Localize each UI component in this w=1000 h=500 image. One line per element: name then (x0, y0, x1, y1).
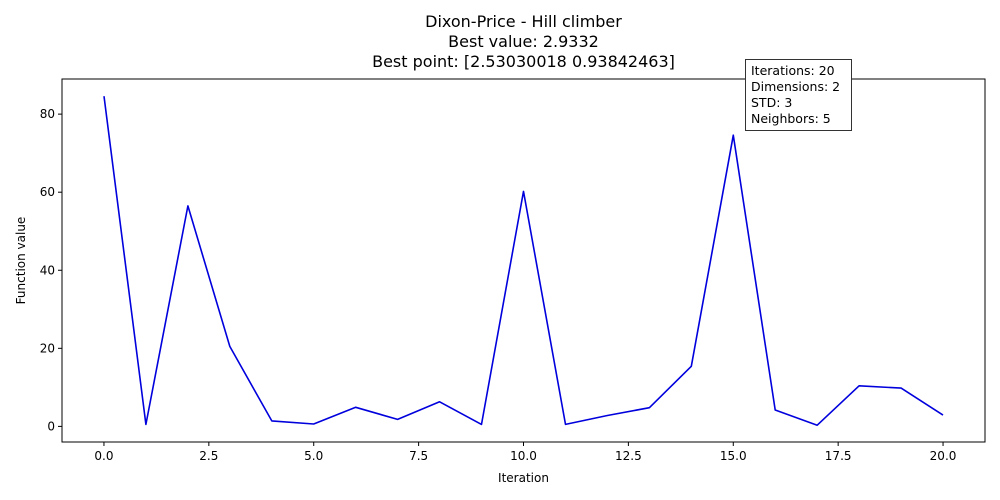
parameters-box: Iterations: 20 Dimensions: 2 STD: 3 Neig… (745, 59, 852, 131)
y-tick-label: 0 (47, 419, 55, 433)
x-tick-label: 7.5 (409, 449, 428, 463)
function-value-line (103, 96, 944, 427)
x-axis-label: Iteration (498, 471, 549, 485)
y-tick-label: 40 (40, 263, 55, 277)
std-text: STD: 3 (751, 95, 793, 110)
series-layer (103, 96, 944, 427)
x-tick-label: 12.5 (615, 449, 642, 463)
x-tick-label: 10.0 (510, 449, 537, 463)
y-tick-label: 20 (40, 341, 55, 355)
x-tick-label: 15.0 (720, 449, 747, 463)
x-tick-label: 2.5 (199, 449, 218, 463)
plot-frame (61, 78, 986, 443)
iterations-text: Iterations: 20 (751, 63, 835, 78)
x-tick-label: 5.0 (304, 449, 323, 463)
chart-subtitle-best-point: Best point: [2.53030018 0.93842463] (372, 52, 675, 71)
x-tick-label: 20.0 (930, 449, 957, 463)
x-axis-ticks: 0.0 2.5 5.0 7.5 10.0 12.5 15.0 17.5 20.0 (94, 442, 956, 463)
y-tick-label: 60 (40, 185, 55, 199)
y-tick-label: 80 (40, 107, 55, 121)
chart-title-block: Dixon-Price - Hill climber Best value: 2… (62, 12, 985, 72)
x-tick-label: 17.5 (825, 449, 852, 463)
y-axis-label: Function value (14, 217, 28, 305)
neighbors-text: Neighbors: 5 (751, 111, 831, 126)
chart-subtitle-best-value: Best value: 2.9332 (448, 32, 599, 51)
x-tick-label: 0.0 (94, 449, 113, 463)
chart-title: Dixon-Price - Hill climber (425, 12, 622, 31)
y-axis-ticks: 0 20 40 60 80 (40, 107, 62, 433)
dimensions-text: Dimensions: 2 (751, 79, 841, 94)
